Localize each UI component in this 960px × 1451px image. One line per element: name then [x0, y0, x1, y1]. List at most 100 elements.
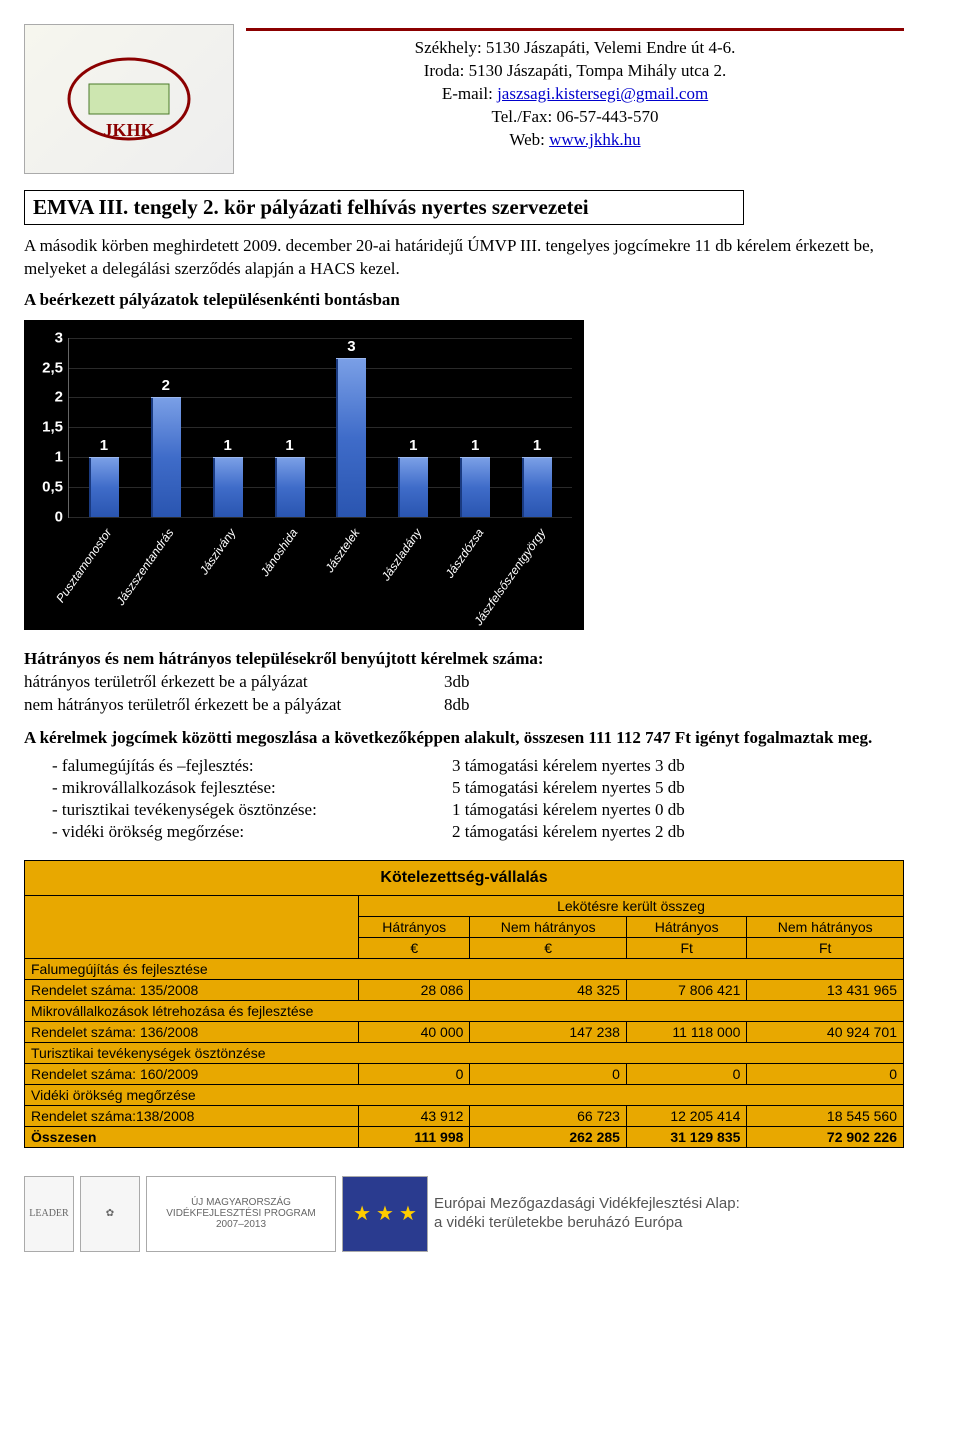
bar [213, 457, 243, 517]
commit-cell: 48 325 [470, 979, 627, 1000]
commit-cell: 18 545 560 [747, 1105, 904, 1126]
intro-paragraph: A második körben meghirdetett 2009. dece… [24, 235, 904, 281]
commit-col4: Nem hátrányos [747, 916, 904, 937]
disadv-row2-label: nem hátrányos területről érkezett be a p… [24, 694, 444, 717]
addr-line-2: Iroda: 5130 Jászapáti, Tompa Mihály utca… [246, 60, 904, 83]
bar [460, 457, 490, 517]
commit-cell: 0 [470, 1063, 627, 1084]
commit-title: Kötelezettség-vállalás [25, 860, 904, 895]
chart-heading: A beérkezett pályázatok településenkénti… [24, 289, 904, 312]
y-tick: 0,5 [33, 478, 63, 495]
bar [89, 457, 119, 517]
x-label: Jásztelek [322, 526, 362, 575]
settlement-chart: 0 0,5 1 1,5 2 2,5 3 1 2 1 1 3 1 1 1 Pusztamonostor Jász… [24, 320, 584, 630]
commit-total-3: 72 902 226 [747, 1126, 904, 1147]
disadv-row1-val: 3db [444, 671, 904, 694]
split-item-value: 2 támogatási kérelem nyertes 2 db [452, 822, 904, 842]
commit-row-label: Falumegújítás és fejlesztése [25, 958, 904, 979]
commit-cell: 7 806 421 [626, 979, 746, 1000]
commit-row-label: Mikrovállalkozások létrehozása és fejles… [25, 1000, 904, 1021]
commit-cell: 0 [747, 1063, 904, 1084]
y-tick: 1,5 [33, 419, 63, 436]
telfax-line: Tel./Fax: 06-57-443-570 [246, 106, 904, 129]
commit-cell: 13 431 965 [747, 979, 904, 1000]
bar-value: 1 [533, 437, 541, 454]
commit-cell: 40 000 [359, 1021, 470, 1042]
commit-cell: 0 [359, 1063, 470, 1084]
flower-logo: ✿ [80, 1176, 140, 1252]
bar-value: 1 [285, 437, 293, 454]
header-contact-block: Székhely: 5130 Jászapáti, Velemi Endre ú… [246, 37, 904, 152]
commit-total-0: 111 998 [359, 1126, 470, 1147]
commit-row-sub: Rendelet száma: 160/2009 [25, 1063, 359, 1084]
commit-cell: 11 118 000 [626, 1021, 746, 1042]
eu-flag-icon: ★ ★ ★ [342, 1176, 428, 1252]
split-item-value: 3 támogatási kérelem nyertes 3 db [452, 756, 904, 776]
bar-value: 1 [224, 437, 232, 454]
split-item-label: - turisztikai tevékenységek ösztönzése: [52, 800, 432, 820]
bar-value: 1 [409, 437, 417, 454]
header-rule [246, 28, 904, 31]
commit-col1: Hátrányos [359, 916, 470, 937]
commit-row-sub: Rendelet száma:138/2008 [25, 1105, 359, 1126]
split-heading: A kérelmek jogcímek közötti megoszlása a… [24, 727, 904, 750]
x-label: Jánoshida [258, 526, 301, 579]
x-label: Jászivány [197, 526, 239, 577]
leader-logo: LEADER [24, 1176, 74, 1252]
split-item-label: - mikrovállalkozások fejlesztése: [52, 778, 432, 798]
commit-superheader: Lekötésre került összeg [359, 895, 904, 916]
addr-line-1: Székhely: 5130 Jászapáti, Velemi Endre ú… [246, 37, 904, 60]
split-list: - falumegújítás és –fejlesztés: 3 támogat… [52, 756, 904, 842]
bar-value: 1 [471, 437, 479, 454]
bar-value: 3 [347, 338, 355, 355]
bar [398, 457, 428, 517]
page-header: JKHK Székhely: 5130 Jászapáti, Velemi En… [24, 24, 904, 174]
commit-cell: 12 205 414 [626, 1105, 746, 1126]
y-tick: 2 [33, 389, 63, 406]
commit-row-sub: Rendelet száma: 135/2008 [25, 979, 359, 1000]
bar [151, 397, 181, 516]
org-logo: JKHK [24, 24, 234, 174]
commit-total-2: 31 129 835 [626, 1126, 746, 1147]
commit-cell: 28 086 [359, 979, 470, 1000]
disadv-heading: Hátrányos és nem hátrányos településekrő… [24, 649, 544, 668]
y-tick: 2,5 [33, 359, 63, 376]
commit-cell: 66 723 [470, 1105, 627, 1126]
web-link[interactable]: www.jkhk.hu [549, 130, 640, 149]
page-title: EMVA III. tengely 2. kör pályázati felhí… [24, 190, 744, 225]
commit-unit-ft-1: Ft [626, 937, 746, 958]
y-tick: 1 [33, 449, 63, 466]
x-label: Jászladány [379, 526, 425, 583]
svg-text:JKHK: JKHK [103, 120, 154, 140]
split-item-label: - falumegújítás és –fejlesztés: [52, 756, 432, 776]
x-label: Jászdózsa [442, 526, 486, 580]
commit-cell: 43 912 [359, 1105, 470, 1126]
bar [336, 358, 366, 517]
split-item-value: 1 támogatási kérelem nyertes 0 db [452, 800, 904, 820]
bar [522, 457, 552, 517]
commit-total-label: Összesen [25, 1126, 359, 1147]
page-footer: LEADER ✿ ÚJ MAGYARORSZÁG VIDÉKFEJLESZTÉS… [24, 1176, 904, 1252]
email-label: E-mail: [442, 84, 497, 103]
commit-row-sub: Rendelet száma: 136/2008 [25, 1021, 359, 1042]
bar [275, 457, 305, 517]
commit-col3: Hátrányos [626, 916, 746, 937]
bar-value: 2 [162, 377, 170, 394]
commitment-table: Kötelezettség-vállalás Lekötésre került … [24, 860, 904, 1148]
umvp-logo: ÚJ MAGYARORSZÁG VIDÉKFEJLESZTÉSI PROGRAM… [146, 1176, 336, 1252]
commit-cell: 147 238 [470, 1021, 627, 1042]
commit-cell: 40 924 701 [747, 1021, 904, 1042]
commit-row-label: Vidéki örökség megőrzése [25, 1084, 904, 1105]
commit-row-label: Turisztikai tevékenységek ösztönzése [25, 1042, 904, 1063]
y-tick: 0 [33, 508, 63, 525]
disadv-row2-val: 8db [444, 694, 904, 717]
disadv-row1-label: hátrányos területről érkezett be a pályá… [24, 671, 444, 694]
x-label: Pusztamonostor [53, 526, 114, 605]
commit-unit-eur-2: € [470, 937, 627, 958]
y-tick: 3 [33, 329, 63, 346]
bar-value: 1 [100, 437, 108, 454]
split-item-label: - vidéki örökség megőrzése: [52, 822, 432, 842]
split-item-value: 5 támogatási kérelem nyertes 5 db [452, 778, 904, 798]
email-link[interactable]: jaszsagi.kistersegi@gmail.com [497, 84, 708, 103]
commit-cell: 0 [626, 1063, 746, 1084]
